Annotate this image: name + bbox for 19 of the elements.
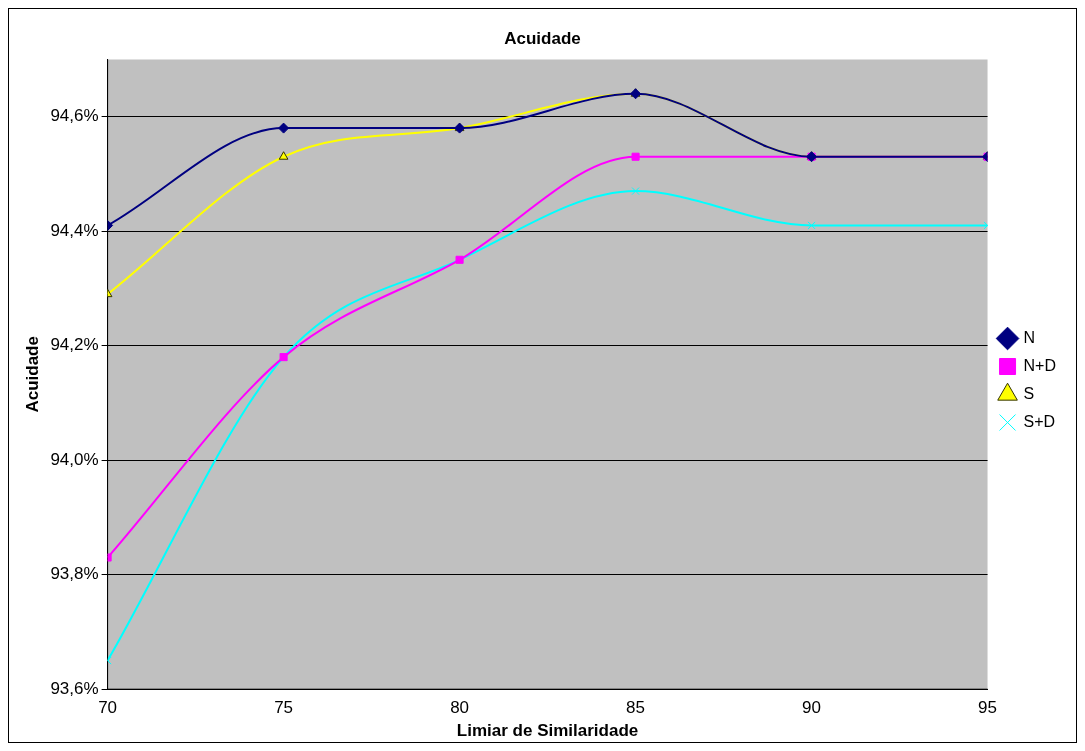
x-tick-label: 95 xyxy=(978,698,998,718)
x-tick-label: 70 xyxy=(98,698,118,718)
y-tick-label: 94,4% xyxy=(50,220,99,240)
legend-label: S xyxy=(1023,384,1035,402)
x-tick-label: 85 xyxy=(626,698,646,718)
legend-label: N+D xyxy=(1023,356,1056,374)
x-tick-label: 90 xyxy=(802,698,822,718)
x-tick-label: 75 xyxy=(274,698,294,718)
y-axis-title: Acuidade xyxy=(22,336,42,413)
x-tick-label: 80 xyxy=(450,698,470,718)
legend-label: S+D xyxy=(1023,412,1056,430)
chart-title: Acuidade xyxy=(504,28,581,48)
y-tick-label: 94,2% xyxy=(50,335,99,355)
y-tick-label: 94,0% xyxy=(50,449,99,469)
legend-label: N xyxy=(1023,328,1036,346)
x-axis-title: Limiar de Similaridade xyxy=(456,721,639,741)
y-tick-label: 94,6% xyxy=(50,106,99,126)
y-tick-label: 93,6% xyxy=(50,678,99,698)
y-tick-label: 93,8% xyxy=(50,564,99,584)
